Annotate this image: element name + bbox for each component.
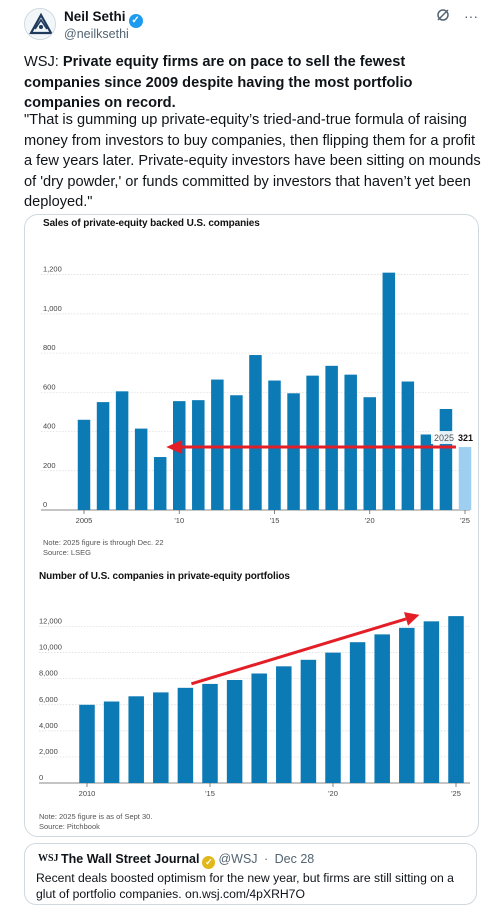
chart1-bar [382, 272, 396, 510]
chart1-bar [420, 434, 434, 510]
chart2-arrow-head [403, 612, 420, 626]
chart1-bar [115, 391, 129, 510]
avatar[interactable] [24, 8, 56, 40]
chart2-footnote: Note: 2025 figure is as of Sept 30. Sour… [39, 812, 152, 831]
chart1-x-tick-label: '20 [365, 516, 375, 525]
chart2-y-tick-label: 0 [39, 773, 43, 782]
chart1-label-bg [431, 431, 473, 445]
chart1-bar [249, 355, 262, 510]
chart2-source: Source: Pitchbook [39, 821, 100, 831]
chart1-source: Source: LSEG [43, 547, 91, 557]
chart1-y-tick-label: 1,200 [43, 265, 62, 274]
chart1-bar [134, 428, 148, 510]
chart1-bar [77, 419, 91, 510]
chart1-x-tick-label: '15 [270, 516, 280, 525]
chart2-bar [399, 627, 415, 783]
chart2-bar [128, 696, 144, 783]
chart2-x-tick-label: '15 [205, 789, 215, 798]
chart1-bar [458, 447, 472, 510]
chart2-bar [177, 687, 194, 783]
author-name-row[interactable]: Neil Sethi ✓ [64, 9, 143, 28]
quoted-author-row: The Wall Street Journal ✓ @WSJ · Dec 28 [61, 852, 315, 869]
chart2-x-tick-label: 2010 [79, 789, 96, 798]
chart2-note: Note: 2025 figure is as of Sept 30. [39, 812, 153, 821]
chart1-footnote: Note: 2025 figure is through Dec. 22 Sou… [43, 538, 164, 557]
chart1-bar [173, 401, 186, 510]
chart2-bar [325, 652, 341, 783]
chart1-bar [306, 375, 319, 510]
chart2-y-tick-label: 4,000 [39, 721, 58, 730]
media-image[interactable]: Sales of private-equity backed U.S. comp… [24, 214, 479, 837]
chart1-y-tick-label: 0 [43, 500, 47, 509]
chart1-x-tick-label: '25 [460, 516, 470, 525]
chart1-bar [211, 379, 224, 510]
chart1-bar [96, 402, 110, 510]
chart1-y-tick-label: 200 [43, 461, 56, 470]
grok-icon[interactable] [436, 8, 450, 25]
chart1-bar [192, 400, 205, 510]
more-icon[interactable]: ··· [464, 8, 478, 24]
chart2-bar [448, 616, 464, 783]
quoted-author-name[interactable]: The Wall Street Journal [61, 852, 200, 866]
chart1-highlight-value: 321 [458, 433, 473, 443]
chart2-bar [202, 683, 218, 783]
chart2-bar [103, 701, 120, 783]
tweet-prefix: WSJ: [24, 54, 63, 70]
chart1-bar [268, 380, 281, 510]
chart2: 0 2,000 4,000 6,000 8,000 10,000 12,000 2010 '15… [39, 612, 470, 798]
wsj-logo: WSJ [38, 853, 59, 864]
chart2-y-tick-label: 2,000 [39, 747, 58, 756]
chart2-title: Number of U.S. companies in private-equi… [39, 571, 290, 582]
chart1-bar [439, 408, 453, 510]
chart1-bar [287, 393, 300, 510]
chart1-y-tick-label: 800 [43, 343, 56, 352]
top-actions: ··· [436, 8, 478, 25]
author-handle[interactable]: @neilksethi [64, 27, 129, 41]
chart1-bar [230, 395, 243, 510]
tweet-headline: WSJ: Private equity firms are on pace to… [24, 52, 484, 114]
chart2-bar [276, 666, 292, 783]
tweet-headline-bold: Private equity firms are on pace to sell… [24, 54, 413, 111]
chart1-note: Note: 2025 figure is through Dec. 22 [43, 538, 164, 547]
chart2-y-tick-label: 12,000 [39, 617, 62, 626]
chart1-bar [363, 397, 376, 510]
chart1-y-tick-label: 600 [43, 382, 56, 391]
chart1-bar [344, 374, 357, 510]
chart1-arrow-head [166, 440, 183, 455]
verified-badge-icon: ✓ [128, 14, 143, 28]
chart2-arrow [190, 617, 407, 686]
chart2-bar [300, 659, 317, 783]
quoted-post[interactable]: WSJ The Wall Street Journal ✓ @WSJ · Dec 2… [24, 843, 477, 905]
chart2-bar [153, 692, 169, 783]
chart1-y-tick-label: 1,000 [43, 304, 62, 313]
chart2-bar [423, 621, 440, 783]
chart1-y-tick-label: 400 [43, 422, 56, 431]
chart2-y-tick-label: 10,000 [39, 643, 62, 652]
quoted-date[interactable]: Dec 28 [274, 852, 315, 866]
chart2-bar [79, 704, 95, 783]
chart2-bar [226, 680, 243, 783]
chart2-y-tick-label: 6,000 [39, 695, 58, 704]
chart1-bar [325, 365, 338, 510]
chart2-x-tick-label: '25 [451, 789, 461, 798]
quoted-text: Recent deals boosted optimism for the ne… [36, 871, 454, 901]
chart2-x-tick-label: '20 [328, 789, 338, 798]
chart1-x-tick-label: '10 [174, 516, 184, 525]
gold-verified-badge-icon: ✓ [202, 856, 216, 869]
chart2-bar [374, 634, 390, 783]
quoted-handle[interactable]: @WSJ [218, 852, 258, 866]
chart1-bar [153, 457, 167, 510]
chart1: 0 200 400 600 800 1,000 1,200 2005 '10 '15 '20 '25 2… [41, 265, 473, 525]
chart1-title: Sales of private-equity backed U.S. comp… [43, 218, 260, 229]
avatar-image [25, 9, 55, 39]
author-name[interactable]: Neil Sethi [64, 9, 126, 24]
chart2-bar [251, 673, 267, 783]
chart1-x-tick-label: 2005 [76, 516, 93, 525]
chart2-y-tick-label: 8,000 [39, 669, 58, 678]
chart1-highlight-year: 2025 [434, 433, 454, 443]
chart2-bar [349, 642, 366, 783]
tweet-quote: "That is gumming up private-equity’s tri… [24, 112, 481, 210]
